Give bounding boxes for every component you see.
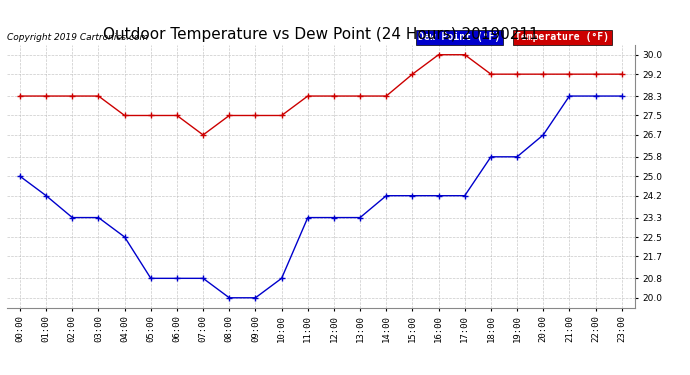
Text: Copyright 2019 Cartronics.com: Copyright 2019 Cartronics.com (7, 33, 148, 42)
Text: Dew Point (°F): Dew Point (°F) (418, 32, 500, 42)
Text: Temperature (°F): Temperature (°F) (515, 32, 609, 42)
Title: Outdoor Temperature vs Dew Point (24 Hours) 20190211: Outdoor Temperature vs Dew Point (24 Hou… (103, 27, 539, 42)
